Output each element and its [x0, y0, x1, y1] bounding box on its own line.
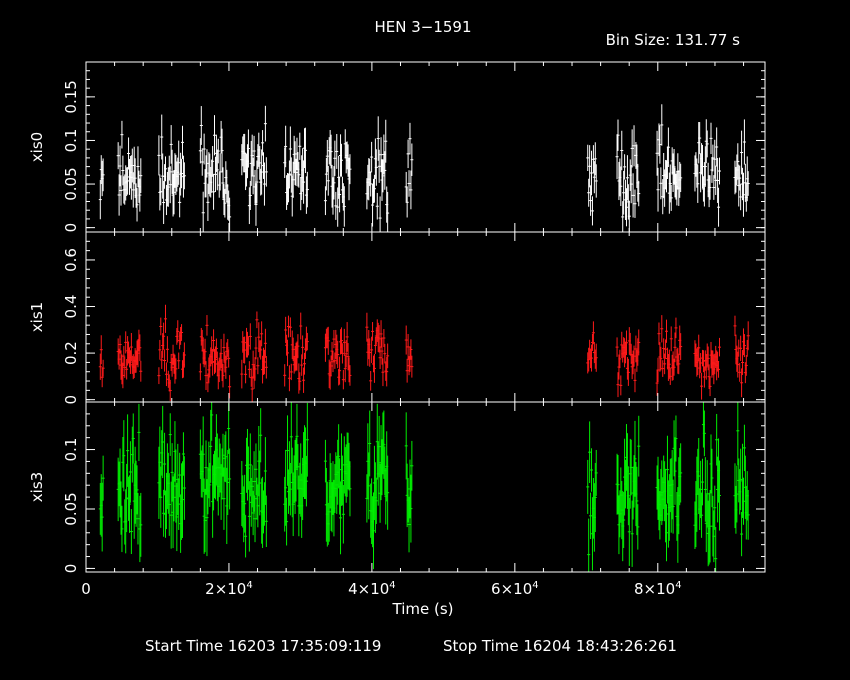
panel-frame — [85, 401, 766, 573]
y-axis-label: xis0 — [28, 132, 46, 162]
panel-xis1: 0 0.2 0.4 0.6 xis1 — [28, 231, 766, 405]
chart-title: HEN 3−1591 — [374, 18, 471, 36]
panels: 0 0.05 0.1 0.15 xis0 0 0.2 0.4 0.6 xis1 0 0.05 0.1 xi… — [28, 61, 766, 574]
x-tick-label: 2×104 — [205, 580, 253, 598]
x-axis-ticks: 0 2×104 4×104 6×104 8×104 — [81, 580, 681, 598]
panel-xis3: 0 0.05 0.1 xis3 — [28, 401, 766, 574]
y-tick-label: 0.15 — [62, 80, 80, 113]
series-xis3 — [98, 402, 750, 572]
y-tick-label: 0.1 — [62, 129, 80, 153]
y-axis-label: xis1 — [28, 302, 46, 332]
panel-xis0: 0 0.05 0.1 0.15 xis0 — [28, 61, 766, 233]
stop-time-label: Stop Time 16204 18:43:26:261 — [443, 637, 677, 655]
start-time-label: Start Time 16203 17:35:09:119 — [145, 637, 381, 655]
series-xis0 — [98, 104, 750, 232]
x-tick-label: 8×104 — [634, 580, 682, 598]
y-tick-label: 0.2 — [62, 341, 80, 365]
bin-size-label: Bin Size: 131.77 s — [606, 31, 741, 49]
y-tick-label: 0 — [62, 395, 80, 405]
y-tick-label: 0.05 — [62, 492, 80, 525]
x-tick-label: 0 — [81, 580, 91, 598]
y-tick-label: 0 — [62, 223, 80, 233]
x-axis-label: Time (s) — [392, 600, 454, 618]
y-tick-label: 0.1 — [62, 438, 80, 462]
y-tick-label: 0 — [62, 564, 80, 574]
y-tick-label: 0.05 — [62, 167, 80, 200]
y-axis-label: xis3 — [28, 472, 46, 502]
y-tick-label: 0.4 — [62, 295, 80, 319]
x-tick-label: 4×104 — [348, 580, 396, 598]
y-tick-label: 0.6 — [62, 248, 80, 272]
x-tick-label: 6×104 — [491, 580, 539, 598]
series-xis1 — [98, 304, 750, 402]
